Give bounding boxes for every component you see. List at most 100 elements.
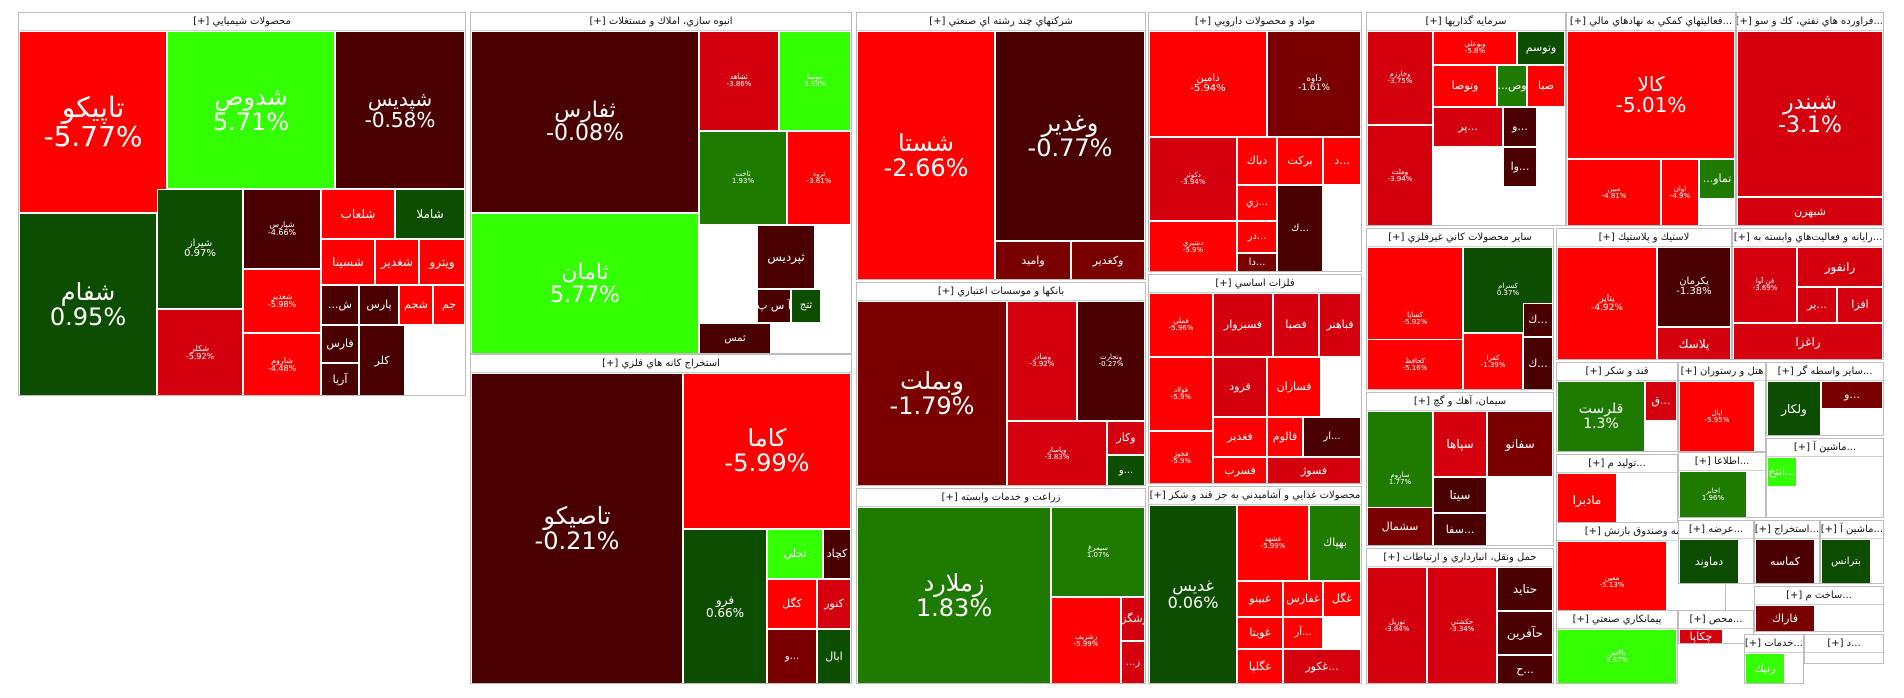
stock-tile[interactable]: ابال [817, 629, 851, 683]
stock-tile[interactable]: بهپاك [1309, 505, 1361, 581]
stock-tile[interactable]: چكاپا [1679, 629, 1723, 643]
stock-tile[interactable]: ولكار [1767, 381, 1821, 435]
stock-tile[interactable]: ...سفا [1433, 513, 1487, 545]
stock-tile[interactable]: ثامان 5.77% [471, 213, 699, 353]
sector-title[interactable]: محصولات شيميايي [+] [19, 13, 465, 31]
stock-tile[interactable]: شدوص 5.71% [167, 31, 335, 189]
stock-tile[interactable]: بركت [1277, 137, 1323, 185]
stock-tile[interactable]: فرود [1213, 357, 1267, 417]
stock-tile[interactable]: قلرست 1.3% [1557, 381, 1645, 451]
stock-tile[interactable]: ويترو [419, 239, 465, 285]
stock-tile[interactable]: شپارس -4.66% [243, 189, 321, 269]
sector-title[interactable]: ...ماشين آ [+] [1821, 521, 1883, 539]
stock-tile[interactable]: حآفرين [1497, 611, 1553, 655]
sector-title[interactable]: سرمايه گذاريها [+] [1367, 13, 1565, 31]
stock-tile[interactable]: سپاها [1433, 411, 1487, 477]
stock-tile[interactable]: دكوثر -3.94% [1149, 137, 1237, 221]
stock-tile[interactable]: ...آر [1283, 617, 1323, 649]
stock-tile[interactable]: شغدير -5.98% [243, 269, 321, 333]
stock-tile[interactable]: ...ك [1277, 185, 1323, 271]
stock-tile[interactable]: ثمس [699, 323, 771, 353]
stock-tile[interactable]: فرو 0.66% [683, 529, 767, 683]
stock-tile[interactable]: غشهد -5.99% [1237, 505, 1309, 581]
sector-title[interactable]: ...ماشين آ [+] [1767, 439, 1883, 457]
stock-tile[interactable]: وتوصا [1433, 65, 1497, 107]
stock-tile[interactable]: ...ك [1523, 303, 1553, 337]
stock-tile[interactable]: زملارد 1.83% [857, 507, 1051, 683]
stock-tile[interactable]: ثتج [791, 289, 821, 323]
stock-tile[interactable]: فصبا [1273, 293, 1319, 357]
stock-tile[interactable]: ...د [1323, 137, 1361, 185]
sector-title[interactable]: استخراج كانه هاي فلزي [+] [471, 355, 851, 373]
sector-title[interactable]: سيمان، آهك و گچ [+] [1367, 393, 1553, 411]
sector-title[interactable]: ...عرضه [+] [1679, 521, 1753, 539]
stock-tile[interactable]: دامين -5.94% [1149, 31, 1267, 137]
stock-tile[interactable]: واميد [995, 241, 1071, 279]
stock-tile[interactable]: كحافظ -5.16% [1367, 339, 1463, 389]
stock-tile[interactable]: غويتا [1237, 617, 1283, 649]
sector-title[interactable]: ...استخراج [+] [1755, 521, 1819, 539]
stock-tile[interactable]: رانفور [1797, 247, 1883, 287]
stock-tile[interactable]: شغدير [375, 239, 419, 285]
stock-tile[interactable]: مادبرا [1557, 473, 1617, 527]
stock-tile[interactable]: غديس 0.06% [1149, 505, 1237, 683]
stock-tile[interactable]: زشريف -5.99% [1051, 597, 1121, 683]
stock-tile[interactable]: ثرود -3.61% [787, 131, 851, 225]
stock-tile[interactable]: فسبزوار [1213, 293, 1273, 357]
stock-tile[interactable]: مبين -4.81% [1567, 159, 1661, 225]
sector-title[interactable]: حمل ونقل، انبارداري و ارتباطات [+] [1367, 549, 1553, 567]
stock-tile[interactable]: حتايد [1497, 567, 1553, 611]
stock-tile[interactable]: آريا [321, 363, 359, 395]
stock-tile[interactable]: پارس [359, 285, 399, 325]
stock-tile[interactable]: شفام 0.95% [19, 213, 157, 395]
sector-title[interactable]: ...د [+] [1805, 635, 1883, 653]
stock-tile[interactable]: غفارس [1283, 581, 1323, 617]
stock-tile[interactable]: كگل [767, 579, 817, 629]
stock-tile[interactable]: پلاسك [1657, 327, 1731, 359]
stock-tile[interactable]: اوان -4.9% [1661, 159, 1699, 225]
sector-title[interactable]: هتل و رستوران [+] [1679, 363, 1765, 381]
stock-tile[interactable]: وصادر -3.92% [1007, 301, 1077, 421]
stock-tile[interactable]: دماوند [1679, 539, 1739, 583]
stock-tile[interactable]: كنور [817, 579, 851, 629]
stock-tile[interactable]: ...ق [1645, 381, 1677, 421]
stock-tile[interactable]: سيتا [1433, 477, 1487, 513]
stock-tile[interactable]: وبوعلي -5.8% [1433, 31, 1517, 65]
stock-tile[interactable]: تاپيكو -5.77% [19, 31, 167, 213]
stock-tile[interactable]: ثشاهد -3.86% [699, 31, 779, 131]
stock-tile[interactable]: ثپرديس [757, 225, 815, 289]
sector-title[interactable]: پيمانكاري صنعتي [+] [1557, 611, 1677, 629]
stock-tile[interactable]: حكشتي -3.34% [1427, 567, 1497, 683]
stock-tile[interactable]: وكار [1107, 421, 1145, 455]
sector-title[interactable]: انبوه سازي، املاك و مستغلات [+] [471, 13, 851, 31]
sector-title[interactable]: شركتهاي چند رشته اي صنعتي [+] [857, 13, 1145, 31]
stock-tile[interactable]: سيمرغ 1.07% [1051, 507, 1145, 597]
stock-tile[interactable]: معين -5.13% [1557, 541, 1667, 621]
stock-tile[interactable]: دباك [1237, 137, 1277, 185]
stock-tile[interactable]: ...ار [1303, 417, 1361, 457]
stock-tile[interactable]: وپاسار -3.83% [1007, 421, 1107, 485]
stock-tile[interactable]: وتجارت -0.27% [1077, 301, 1145, 421]
stock-tile[interactable]: ثنوسا 3.33% [779, 31, 851, 131]
stock-tile[interactable]: ...غكور [1283, 649, 1361, 683]
stock-tile[interactable]: كالا -5.01% [1567, 31, 1735, 159]
sector-title[interactable]: بانكها و موسسات اعتباري [+] [857, 283, 1145, 301]
stock-tile[interactable]: ش... [321, 285, 359, 325]
stock-tile[interactable]: فسازان [1267, 357, 1321, 417]
sector-title[interactable]: قند و شكر [+] [1557, 363, 1677, 381]
stock-tile[interactable]: ثاخت 1.93% [699, 131, 787, 225]
stock-tile[interactable]: فخوز -5.9% [1149, 431, 1213, 483]
stock-tile[interactable]: تاصيكو -0.21% [471, 373, 683, 683]
stock-tile[interactable]: ...و [1107, 455, 1145, 485]
stock-tile[interactable]: اپال -5.95% [1679, 381, 1755, 451]
stock-tile[interactable]: رنيك [1745, 653, 1785, 683]
stock-tile[interactable]: جم [433, 285, 465, 325]
stock-tile[interactable]: فسوژ [1267, 457, 1361, 483]
stock-tile[interactable]: ...و [1821, 381, 1883, 409]
stock-tile[interactable]: ...دا [1237, 253, 1277, 271]
sector-title[interactable]: فلزات اساسي [+] [1149, 275, 1361, 293]
stock-tile[interactable]: ...پر [1433, 107, 1503, 147]
stock-tile[interactable]: فاراك [1755, 605, 1815, 631]
stock-tile[interactable]: شاروم -4.48% [243, 333, 321, 395]
stock-tile[interactable]: افزا [1837, 287, 1883, 323]
